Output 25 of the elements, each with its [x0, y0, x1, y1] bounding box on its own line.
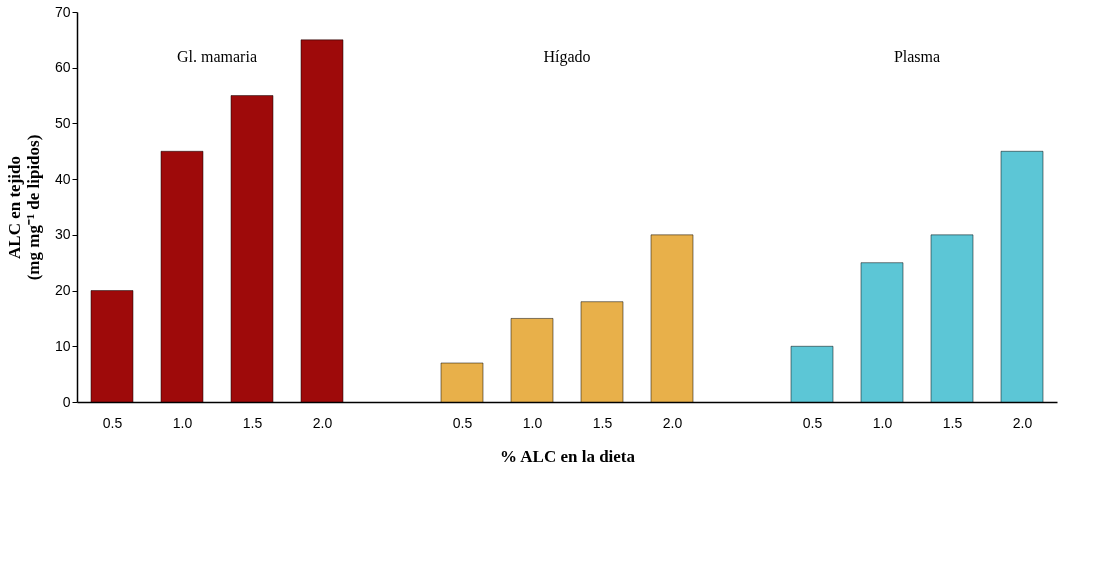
x-tick-label: 1.0 [522, 414, 543, 431]
x-tick-label: 0.5 [102, 414, 123, 431]
annotation: Plasma [893, 48, 941, 65]
annotation: Gl. mamaria [177, 48, 257, 65]
x-tick-label: 0.5 [452, 414, 473, 431]
x-tick-label: 0.5 [802, 414, 823, 431]
annotation: Hígado [543, 48, 591, 66]
y-tick-label: 0 [62, 393, 71, 410]
x-tick-label: 1.0 [172, 414, 193, 431]
y-tick-label: 20 [54, 282, 71, 299]
x-tick-label: 1.5 [942, 414, 963, 431]
y-tick-label: 50 [54, 114, 71, 131]
y-tick-label: 60 [54, 59, 71, 76]
x-axis-title: % ALC en la dieta [499, 446, 636, 466]
x-tick-label: 1.5 [242, 414, 263, 431]
x-tick-label: 2.0 [662, 414, 683, 431]
y-axis-title: ALC en tejido (mg mg⁻¹ de lipidos) [4, 134, 43, 281]
x-tick-label: 2.0 [1012, 414, 1033, 431]
y-tick-label: 30 [54, 226, 71, 243]
x-tick-label: 1.5 [592, 414, 613, 431]
x-tick-label: 2.0 [312, 414, 333, 431]
y-tick-label: 70 [54, 3, 71, 20]
x-tick-label: 1.0 [872, 414, 893, 431]
y-tick-label: 40 [54, 170, 71, 187]
y-tick-label: 10 [54, 337, 71, 354]
